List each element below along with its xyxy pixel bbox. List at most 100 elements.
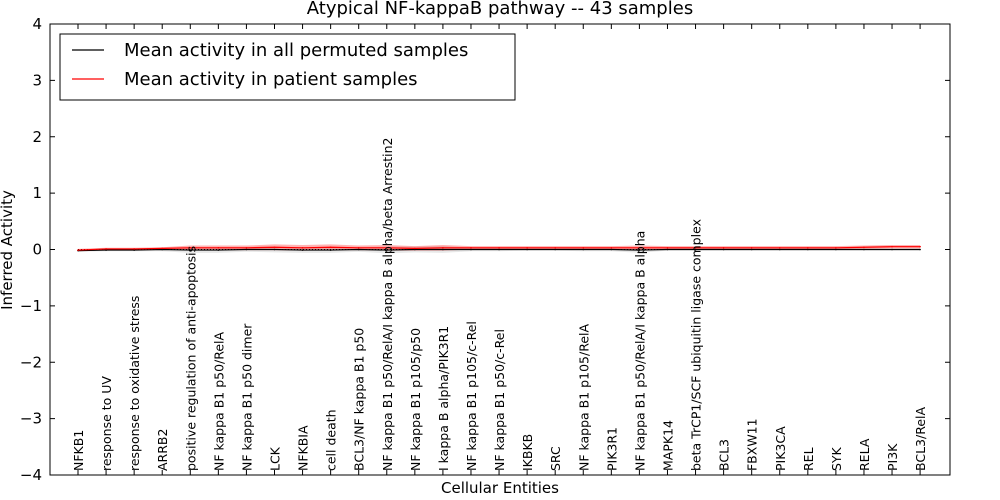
x-tick-label: NF kappa B1 p50/RelA/I kappa B alpha <box>632 231 647 471</box>
x-tick-label: BCL3/RelA <box>913 407 928 471</box>
x-tick-label: cell death <box>324 409 339 471</box>
y-tick-label: 2 <box>32 128 42 146</box>
x-tick-label: BCL3/NF kappa B1 p50 <box>352 328 367 471</box>
data-point <box>329 249 332 251</box>
data-point <box>722 248 725 251</box>
data-point <box>891 245 893 248</box>
data-point <box>694 247 697 249</box>
data-point <box>582 247 585 249</box>
x-tick-label: FBXW11 <box>745 418 760 471</box>
data-point <box>750 248 753 251</box>
data-point <box>189 247 192 249</box>
data-point <box>526 247 528 249</box>
data-point <box>694 248 697 251</box>
legend-box <box>59 33 516 101</box>
data-point <box>245 248 248 251</box>
y-tick-label: −2 <box>20 353 42 371</box>
data-point <box>329 246 332 249</box>
data-point <box>582 248 585 251</box>
data-point <box>666 248 669 251</box>
data-point <box>835 248 837 251</box>
x-tick-label: MAPK14 <box>660 420 675 471</box>
data-point <box>863 246 865 249</box>
data-point <box>470 247 472 249</box>
x-tick-label: NF kappa B1 p105/RelA <box>576 324 591 471</box>
data-point <box>638 249 641 251</box>
data-point <box>526 248 528 251</box>
data-point <box>357 248 360 251</box>
data-point <box>133 248 135 250</box>
y-tick-label: −4 <box>20 466 42 484</box>
data-point <box>807 247 809 249</box>
x-tick-label: LCK <box>267 446 282 471</box>
data-point <box>161 247 164 250</box>
x-tick-label: NF kappa B1 p105/p50 <box>408 328 423 471</box>
data-point <box>161 248 164 251</box>
y-axis-label: Inferred Activity <box>0 190 16 310</box>
data-point <box>301 247 304 249</box>
data-point <box>666 247 669 249</box>
data-point <box>778 247 781 249</box>
x-tick-label: RELA <box>857 438 872 471</box>
x-tick-label: response to oxidative stress <box>127 296 142 471</box>
data-point <box>442 248 444 251</box>
legend: Mean activity in all permuted samples Mea… <box>59 33 516 101</box>
x-tick-label: NF kappa B1 p50/c-Rel <box>492 329 507 471</box>
x-tick-label: PI3K <box>885 443 900 471</box>
data-point <box>385 249 388 251</box>
data-point <box>470 248 472 251</box>
x-tick-label: SYK <box>829 446 844 471</box>
data-point <box>414 248 416 251</box>
x-tick-label: beta TrCP1/SCF ubiquitin ligase complex <box>689 219 704 471</box>
x-tick-label: SRC <box>548 446 563 471</box>
data-point <box>919 245 921 248</box>
data-point <box>414 247 416 250</box>
data-point <box>498 248 500 251</box>
plot-area: −4 −3 −2 −1 0 1 2 3 4 NFKB1 response to UV response… <box>20 15 951 484</box>
x-tick-label: PIK3CA <box>773 426 788 471</box>
data-point <box>217 247 220 249</box>
data-point <box>638 247 641 249</box>
data-point <box>273 246 276 249</box>
data-point <box>863 248 865 251</box>
y-tick-label: 3 <box>32 71 42 89</box>
x-tick-label: NFKB1 <box>71 430 86 471</box>
data-point <box>891 248 893 251</box>
x-tick-label: NF kappa B1 p50/RelA <box>211 331 226 471</box>
data-point <box>105 248 107 250</box>
x-tick-label: I kappa B alpha/PIK3R1 <box>436 326 451 471</box>
data-point <box>722 247 725 249</box>
data-point <box>610 247 613 249</box>
x-tick-label: NF kappa B1 p105/c-Rel <box>464 321 479 471</box>
x-tick-label: response to UV <box>99 376 114 471</box>
data-point <box>357 247 360 249</box>
data-point <box>442 247 444 249</box>
data-point <box>273 248 276 251</box>
x-tick-label: IKBKB <box>520 434 535 471</box>
legend-label: Mean activity in all permuted samples <box>124 40 468 61</box>
data-point <box>189 249 192 251</box>
y-tick-label: −1 <box>20 297 42 315</box>
data-point <box>554 247 556 249</box>
x-tick-label: NFKBIA <box>296 425 311 471</box>
data-point <box>301 249 304 251</box>
y-tick-label: 0 <box>32 241 42 259</box>
data-point <box>835 247 837 249</box>
x-tick-label: NF kappa B1 p50/RelA/I kappa B alpha/bet… <box>380 137 395 471</box>
data-point <box>778 248 781 251</box>
x-tick-label: positive regulation of anti-apoptosis <box>183 246 198 471</box>
x-tick-label: REL <box>801 447 816 471</box>
x-axis-label: Cellular Entities <box>441 479 559 497</box>
x-tick-label: PIK3R1 <box>604 427 619 471</box>
data-point <box>498 247 500 249</box>
x-tick-label: ARRB2 <box>155 429 170 471</box>
data-point <box>610 248 613 251</box>
data-point <box>919 248 921 251</box>
x-tick-label: NF kappa B1 p50 dimer <box>239 323 254 471</box>
data-point <box>217 249 220 251</box>
chart-title: Atypical NF-kappaB pathway -- 43 samples <box>307 0 693 19</box>
data-point <box>807 248 809 251</box>
data-point <box>245 247 248 249</box>
data-point <box>385 247 388 249</box>
data-point <box>133 249 135 251</box>
